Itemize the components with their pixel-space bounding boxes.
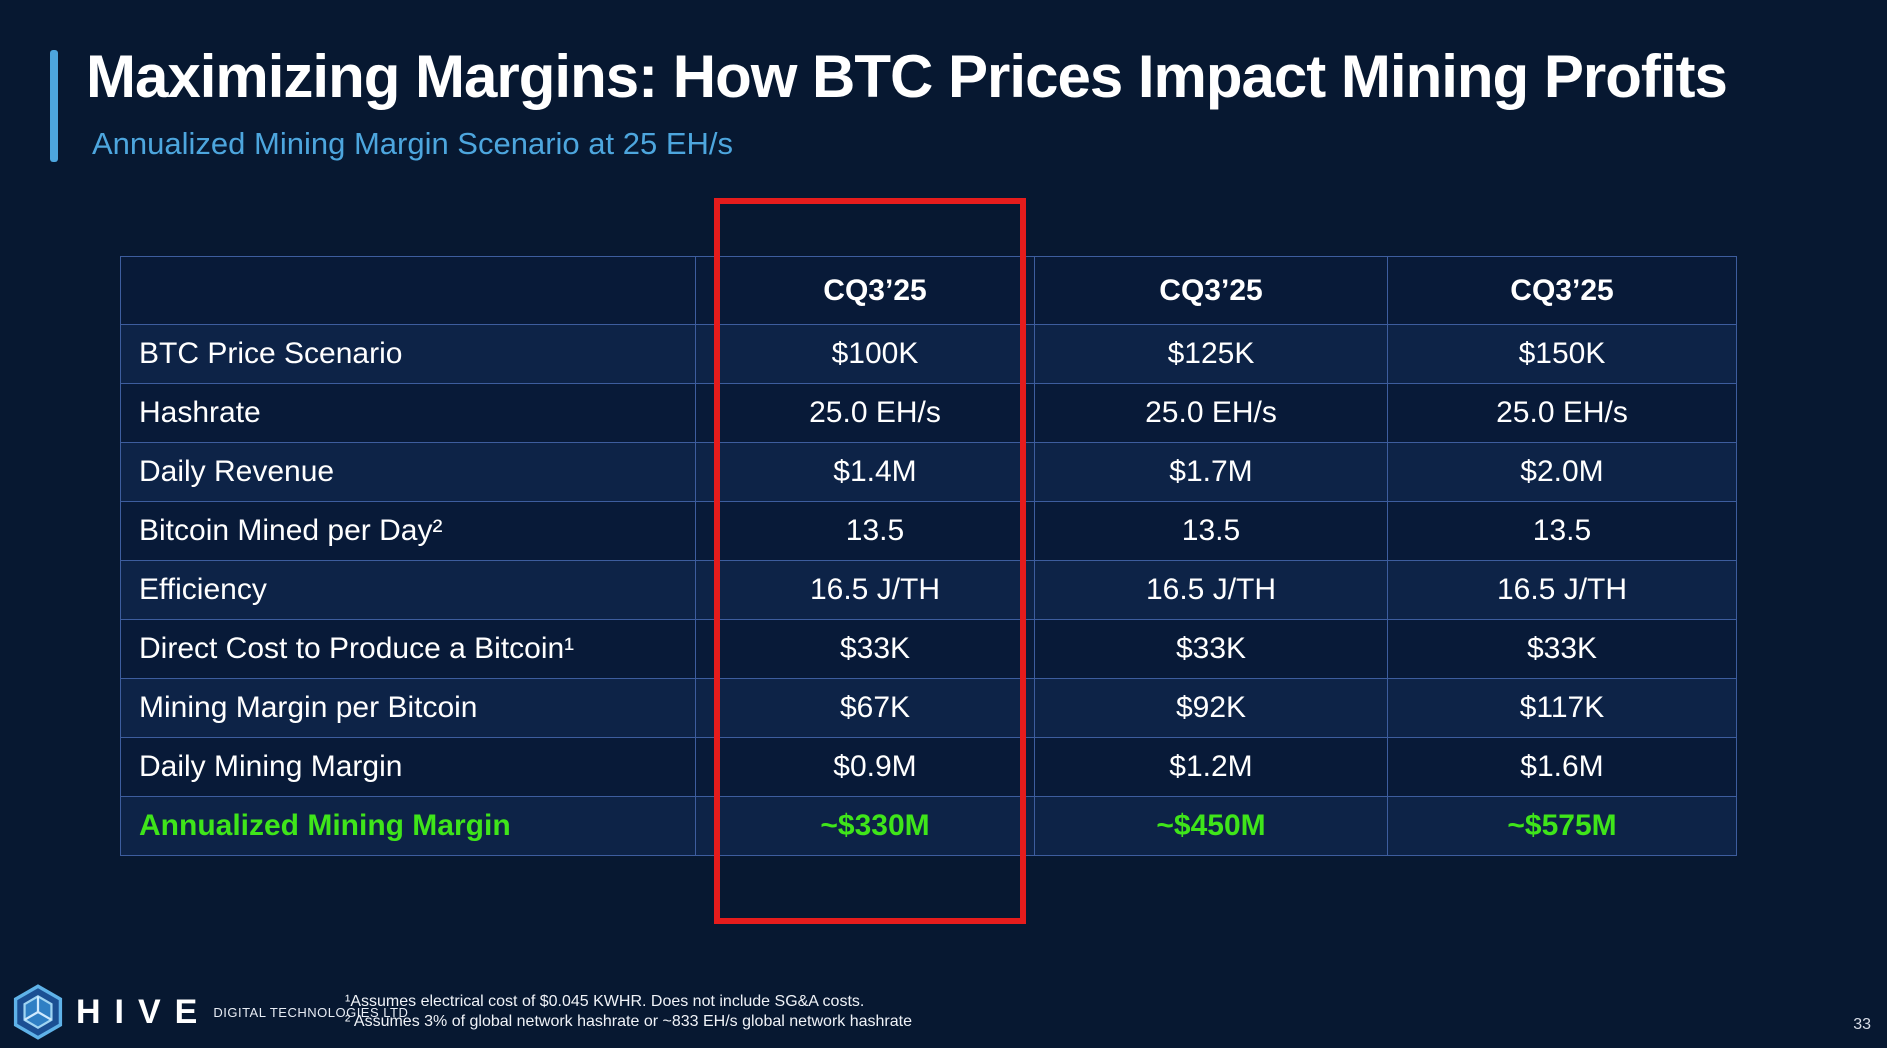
hive-logo-icon	[13, 984, 63, 1040]
cell-value: $150K	[1387, 324, 1737, 384]
footer-logo: HIVE DIGITAL TECHNOLOGIES LTD	[10, 984, 408, 1040]
page-subtitle: Annualized Mining Margin Scenario at 25 …	[92, 126, 734, 161]
row-label: BTC Price Scenario	[120, 324, 696, 384]
cell-value: ~$575M	[1387, 796, 1737, 856]
cell-value: $117K	[1387, 678, 1737, 738]
footnote-1: ¹Assumes electrical cost of $0.045 KWHR.…	[345, 993, 865, 1010]
table-row: Daily Revenue $1.4M $1.7M $2.0M	[120, 442, 1737, 502]
cell-value: 25.0 EH/s	[1034, 383, 1388, 443]
header-spacer-cell	[695, 256, 716, 325]
cell-value: $1.7M	[1034, 442, 1388, 502]
title-accent-bar	[50, 50, 58, 162]
table-row: Direct Cost to Produce a Bitcoin¹ $33K $…	[120, 619, 1737, 679]
header-empty-cell	[120, 256, 696, 325]
spacer-cell	[695, 560, 716, 620]
table-row: Mining Margin per Bitcoin $67K $92K $117…	[120, 678, 1737, 738]
footnote-2: ² Assumes 3% of global network hashrate …	[345, 1013, 912, 1030]
row-label: Bitcoin Mined per Day²	[120, 501, 696, 561]
spacer-cell	[695, 678, 716, 738]
table-row: Efficiency 16.5 J/TH 16.5 J/TH 16.5 J/TH	[120, 560, 1737, 620]
cell-value: 13.5	[715, 501, 1035, 561]
spacer-cell	[695, 619, 716, 679]
cell-value: $92K	[1034, 678, 1388, 738]
red-callout-box	[714, 198, 1026, 924]
cell-value: ~$450M	[1034, 796, 1388, 856]
page-number: 33	[1853, 1016, 1871, 1033]
cell-value: $125K	[1034, 324, 1388, 384]
footnotes: ¹Assumes electrical cost of $0.045 KWHR.…	[345, 992, 912, 1032]
scenario-table-wrap: CQ3’25 CQ3’25 CQ3’25 BTC Price Scenario …	[120, 256, 1737, 856]
cell-value: $33K	[715, 619, 1035, 679]
table-row: BTC Price Scenario $100K $125K $150K	[120, 324, 1737, 384]
spacer-cell	[695, 501, 716, 561]
row-label: Hashrate	[120, 383, 696, 443]
hive-logo-subtext: DIGITAL TECHNOLOGIES LTD	[213, 1004, 409, 1020]
cell-value: 13.5	[1034, 501, 1388, 561]
hive-logo-wordmark: HIVE	[76, 992, 212, 1031]
cell-value: 25.0 EH/s	[715, 383, 1035, 443]
row-label: Direct Cost to Produce a Bitcoin¹	[120, 619, 696, 679]
table-row-annualized-margin: Annualized Mining Margin ~$330M ~$450M ~…	[120, 796, 1737, 856]
row-label: Annualized Mining Margin	[120, 796, 696, 856]
cell-value: ~$330M	[715, 796, 1035, 856]
spacer-cell	[695, 442, 716, 502]
row-label: Efficiency	[120, 560, 696, 620]
cell-value: $1.2M	[1034, 737, 1388, 797]
cell-value: $33K	[1387, 619, 1737, 679]
page-title: Maximizing Margins: How BTC Prices Impac…	[86, 43, 1728, 110]
cell-value: 13.5	[1387, 501, 1737, 561]
spacer-cell	[695, 796, 716, 856]
cell-value: 16.5 J/TH	[1387, 560, 1737, 620]
row-label: Mining Margin per Bitcoin	[120, 678, 696, 738]
cell-value: 16.5 J/TH	[1034, 560, 1388, 620]
column-header: CQ3’25	[1387, 256, 1737, 325]
scenario-table: CQ3’25 CQ3’25 CQ3’25 BTC Price Scenario …	[120, 256, 1737, 856]
table-row: Daily Mining Margin $0.9M $1.2M $1.6M	[120, 737, 1737, 797]
cell-value: $1.4M	[715, 442, 1035, 502]
row-label: Daily Revenue	[120, 442, 696, 502]
row-label: Daily Mining Margin	[120, 737, 696, 797]
spacer-cell	[695, 324, 716, 384]
table-header-row: CQ3’25 CQ3’25 CQ3’25	[120, 256, 1737, 325]
column-header: CQ3’25	[1034, 256, 1388, 325]
table-row: Hashrate 25.0 EH/s 25.0 EH/s 25.0 EH/s	[120, 383, 1737, 443]
cell-value: $1.6M	[1387, 737, 1737, 797]
spacer-cell	[695, 737, 716, 797]
cell-value: $33K	[1034, 619, 1388, 679]
cell-value: $2.0M	[1387, 442, 1737, 502]
cell-value: 25.0 EH/s	[1387, 383, 1737, 443]
spacer-cell	[695, 383, 716, 443]
column-header: CQ3’25	[715, 256, 1035, 325]
cell-value: $100K	[715, 324, 1035, 384]
